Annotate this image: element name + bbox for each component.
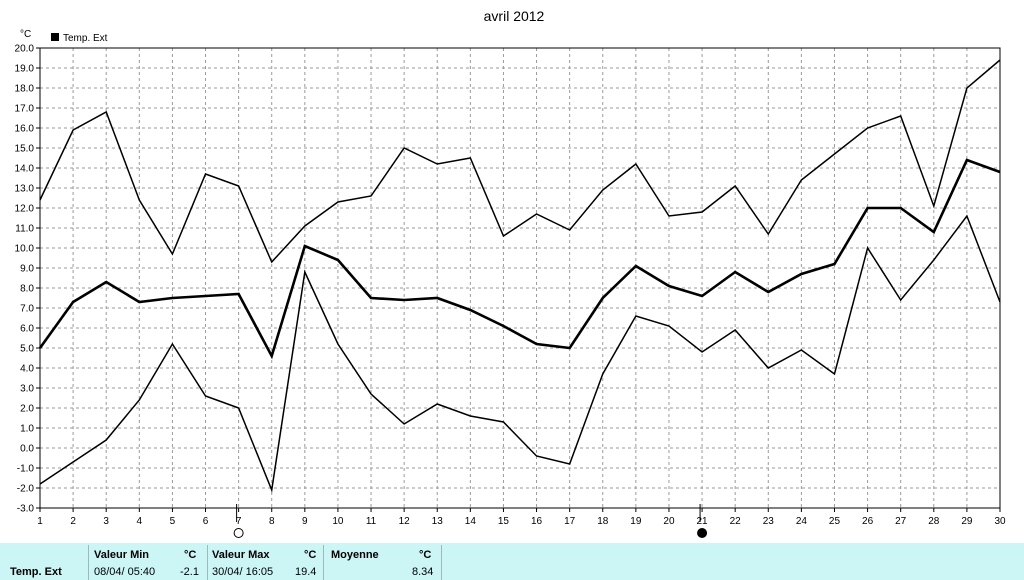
stats-min-date: 08/04/ 05:40: [94, 566, 156, 578]
y-tick-label: 2.0: [20, 404, 34, 415]
grid: [40, 48, 1000, 508]
x-tick-label: 30: [994, 516, 1006, 527]
x-axis: 1 2 3 4 5 6 7 8 9 10 11 12 13 14 15 16 17 18 19 20 21 22 23 24 2…: [37, 508, 1006, 527]
x-tick-label: 7: [236, 516, 242, 527]
temperature-chart: avril 2012 °C Temp. Ext -3.0 -2.0 -1.0 0.0 1…: [15, 8, 1006, 538]
series-line-mean: [38, 158, 1001, 360]
x-tick-label: 17: [564, 516, 576, 527]
stats-min-header: Valeur Min: [94, 549, 150, 561]
y-tick-label: 16.0: [15, 124, 35, 135]
y-axis: -3.0 -2.0 -1.0 0.0 1.0 2.0 3.0 4.0 5.0 6.0 7.0 8.0 9…: [15, 44, 40, 515]
stats-divider: [441, 545, 442, 580]
x-tick-label: 13: [432, 516, 444, 527]
stats-mean-unit: °C: [419, 549, 432, 561]
new-moon-icon: [697, 528, 708, 538]
stats-divider: [88, 545, 89, 580]
y-tick-label: 10.0: [15, 244, 35, 255]
x-tick-label: 12: [399, 516, 411, 527]
x-tick-label: 18: [597, 516, 609, 527]
x-tick-label: 1: [37, 516, 43, 527]
y-tick-label: 1.0: [20, 424, 34, 435]
y-tick-label: 12.0: [15, 204, 35, 215]
y-tick-label: 5.0: [20, 344, 34, 355]
stats-max-value: 19.4: [295, 566, 317, 578]
x-tick-label: 14: [465, 516, 477, 527]
series: [38, 59, 1001, 493]
stats-divider: [323, 545, 324, 580]
y-tick-label: -2.0: [17, 484, 35, 495]
x-tick-label: 20: [663, 516, 675, 527]
y-tick-label: 15.0: [15, 144, 35, 155]
x-tick-label: 9: [302, 516, 308, 527]
legend-label: Temp. Ext: [63, 33, 108, 44]
series-line-max: [39, 59, 1001, 264]
y-tick-label: 6.0: [20, 324, 34, 335]
full-moon-icon: [233, 528, 244, 538]
stats-series-label: Temp. Ext: [10, 566, 62, 578]
stats-mean-header: Moyenne: [331, 549, 379, 561]
x-tick-label: 10: [332, 516, 344, 527]
y-tick-label: 7.0: [20, 304, 34, 315]
moon-phases: [233, 504, 708, 538]
x-tick-label: 15: [498, 516, 510, 527]
stats-mean-value: 8.34: [412, 566, 434, 578]
x-tick-label: 11: [366, 516, 377, 527]
x-tick-label: 6: [203, 516, 209, 527]
y-tick-label: 4.0: [20, 364, 34, 375]
x-tick-label: 5: [170, 516, 176, 527]
x-tick-label: 25: [829, 516, 841, 527]
y-tick-label: -1.0: [17, 464, 35, 475]
y-tick-label: 17.0: [15, 104, 35, 115]
y-tick-label: 0.0: [20, 444, 34, 455]
x-tick-label: 29: [961, 516, 973, 527]
series-line-min: [39, 214, 1001, 493]
y-tick-label: 19.0: [15, 64, 35, 75]
y-tick-label: 18.0: [15, 84, 35, 95]
stats-max-unit: °C: [304, 549, 317, 561]
x-tick-label: 2: [70, 516, 76, 527]
y-tick-label: 8.0: [20, 284, 34, 295]
stats-divider: [207, 545, 208, 580]
x-tick-label: 19: [630, 516, 642, 527]
x-tick-label: 23: [763, 516, 775, 527]
x-tick-label: 8: [269, 516, 275, 527]
legend-swatch: [51, 33, 59, 41]
x-tick-label: 3: [103, 516, 109, 527]
stats-min-unit: °C: [184, 549, 197, 561]
y-tick-label: 20.0: [15, 44, 35, 55]
x-tick-label: 16: [531, 516, 543, 527]
stats-min-value: -2.1: [180, 566, 199, 578]
x-tick-label: 26: [862, 516, 874, 527]
x-tick-label: 21: [697, 516, 709, 527]
y-axis-unit-label: °C: [20, 29, 31, 40]
x-tick-label: 22: [730, 516, 742, 527]
y-tick-label: 9.0: [20, 264, 34, 275]
stats-max-header: Valeur Max: [212, 549, 270, 561]
x-tick-label: 4: [137, 516, 143, 527]
stats-max-date: 30/04/ 16:05: [212, 566, 274, 578]
y-tick-label: 14.0: [15, 164, 35, 175]
x-tick-label: 24: [796, 516, 808, 527]
plot-frame: [39, 47, 1001, 509]
y-tick-label: 13.0: [15, 184, 35, 195]
chart-title: avril 2012: [484, 8, 545, 24]
y-tick-label: 3.0: [20, 384, 34, 395]
x-tick-label: 27: [895, 516, 907, 527]
y-tick-label: -3.0: [17, 504, 35, 515]
stats-panel: Temp. Ext Valeur Min °C 08/04/ 05:40 -2.…: [0, 543, 1024, 580]
y-tick-label: 11.0: [15, 224, 34, 235]
x-tick-label: 28: [928, 516, 940, 527]
